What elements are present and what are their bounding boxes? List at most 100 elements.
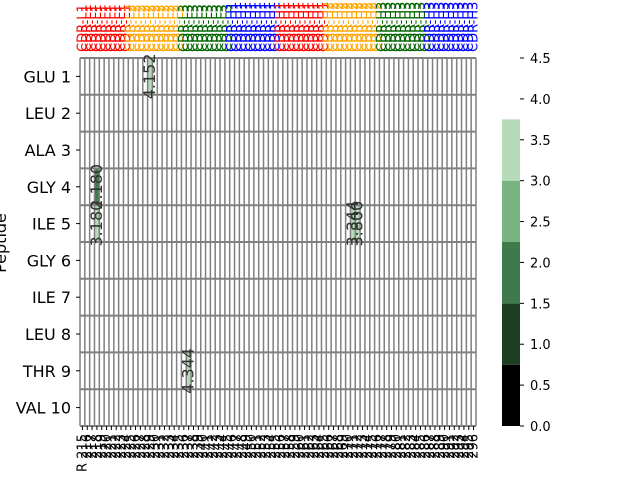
column-label: 272 <box>351 434 366 459</box>
top-region-label: CDR-H3 63 <box>375 0 390 52</box>
column-label: 250 <box>244 434 259 459</box>
top-region-label: CDR-L1 3 <box>85 0 100 52</box>
heatmap-grid <box>79 57 477 427</box>
top-region-label: CDR-L2 20 <box>167 0 182 52</box>
column-label: 234 <box>167 434 182 459</box>
column-label: 284 <box>409 434 424 459</box>
column-label: 247 <box>230 434 245 459</box>
column-label: 233 <box>162 434 177 459</box>
top-region-label: CDR-H1 32 <box>225 0 240 52</box>
top-region-label: CDR-L1 2 <box>80 0 95 52</box>
top-region-label: CDR-L3 24 <box>186 0 201 52</box>
top-region-label: CDR-H3 82 <box>467 0 482 52</box>
top-region-label: CDR-H1 49 <box>307 0 322 52</box>
top-region-label: CDR-H3 75 <box>433 0 448 52</box>
colorbar-tick-label: 1.5 <box>530 297 551 312</box>
top-region-label: CDR-H3 66 <box>389 0 404 52</box>
cell-annotation: 2.180 <box>87 164 106 210</box>
top-region-label: CDR-H1 39 <box>259 0 274 52</box>
colorbar-tick-label: 3.5 <box>530 134 551 149</box>
top-region-label: CDR-L3 25 <box>191 0 206 52</box>
column-label: 264 <box>312 434 327 459</box>
colorbar-tick-label: 4.0 <box>530 93 551 108</box>
column-label: 238 <box>186 434 201 459</box>
column-label: 291 <box>442 434 457 459</box>
column-label: 293 <box>452 434 467 459</box>
column-label: 258 <box>283 434 298 459</box>
column-label: 275 <box>365 434 380 459</box>
top-region-label: CDR-L2 14 <box>138 0 153 52</box>
column-label: 277 <box>375 434 390 459</box>
column-label: 289 <box>433 434 448 459</box>
top-region-label: CDR-L3 31 <box>220 0 235 52</box>
top-region-label: CDR-L2 21 <box>172 0 187 52</box>
top-region-label: CDR-H3 68 <box>399 0 414 52</box>
column-label: 228 <box>138 434 153 459</box>
top-region-label: CDR-H2 55 <box>336 0 351 52</box>
top-region-label: CDR-H1 44 <box>283 0 298 52</box>
heatmap-cell <box>350 205 356 242</box>
column-label: 269 <box>336 434 351 459</box>
top-region-label: CDR-H1 42 <box>273 0 288 52</box>
colorbar-tick-label: 2.5 <box>530 216 551 231</box>
column-label: 216 <box>80 434 95 459</box>
heatmap-cell <box>147 58 153 95</box>
column-label: 249 <box>240 434 255 459</box>
column-label: 221 <box>104 434 119 459</box>
column-label: 240 <box>196 434 211 459</box>
top-region-label: CDR-H2 61 <box>365 0 380 52</box>
top-region-label: CDR-H1 47 <box>298 0 313 52</box>
row-label: ILE 7 <box>32 288 71 307</box>
column-label: 267 <box>327 434 342 459</box>
top-region-label: CDR-H3 70 <box>409 0 424 52</box>
column-label: 245 <box>220 434 235 459</box>
top-region-label: CDR-H2 58 <box>351 0 366 52</box>
top-region-label: CDR-L2 13 <box>133 0 148 52</box>
column-label: 274 <box>360 434 375 459</box>
top-region-label: CDR-L3 22 <box>177 0 192 52</box>
cell-annotation: 3.344 <box>343 201 362 247</box>
column-label: 241 <box>201 434 216 459</box>
top-region-label: CDR-L3 23 <box>182 0 197 52</box>
row-labels: GLU 1 LEU 2 ALA 3 GLY 4 ILE 5 GLY 6 ILE 7 LEU 8… <box>16 67 80 418</box>
heatmap-cell <box>186 352 192 390</box>
colorbar: 0.0 0.5 1.0 1.5 2.0 2.5 3.0 3.5 4.0 4.5 <box>502 52 551 435</box>
top-region-label: CDR-L2 11 <box>124 0 139 52</box>
column-label: 280 <box>389 434 404 459</box>
row-label: ILE 5 <box>32 215 71 234</box>
top-region-label: CDR-H3 64 <box>380 0 395 52</box>
top-region-label: CDR-L1 5 <box>95 0 110 52</box>
row-label: LEU 8 <box>25 325 71 344</box>
top-region-label: CDR-H3 78 <box>447 0 462 52</box>
row-label: GLU 1 <box>24 67 72 86</box>
heatmap-cell <box>94 205 100 242</box>
top-region-label: CDR-H3 80 <box>457 0 472 52</box>
column-label: 223 <box>114 434 129 459</box>
column-label: 281 <box>394 434 409 459</box>
colorbar-band <box>502 180 520 242</box>
column-label: 285 <box>413 434 428 459</box>
column-label: 253 <box>259 434 274 459</box>
top-region-label: CDR-H1 45 <box>288 0 303 52</box>
column-label: 217 <box>85 434 100 459</box>
top-region-label: CDR-L3 28 <box>206 0 221 52</box>
top-region-label: CDR-H1 50 <box>312 0 327 52</box>
top-region-label: CDR-H3 79 <box>452 0 467 52</box>
colorbar-band <box>502 303 520 365</box>
column-label: 295 <box>462 434 477 459</box>
top-region-label: CDR-L2 16 <box>148 0 163 52</box>
column-label: 259 <box>288 434 303 459</box>
colorbar-tick-label: 4.5 <box>530 52 551 67</box>
top-region-label: CDR-L2 18 <box>158 0 173 52</box>
column-label: 283 <box>404 434 419 459</box>
top-region-label: CDR-H1 35 <box>240 0 255 52</box>
top-region-label: CDR-H1 38 <box>254 0 269 52</box>
colorbar-tick-label: 0.0 <box>530 420 551 435</box>
top-region-label: CDR-H3 74 <box>428 0 443 52</box>
column-label: 288 <box>428 434 443 459</box>
top-region-label: CDR-H3 76 <box>438 0 453 52</box>
column-label: 262 <box>302 434 317 459</box>
column-label: 239 <box>191 434 206 459</box>
column-label: 276 <box>370 434 385 459</box>
